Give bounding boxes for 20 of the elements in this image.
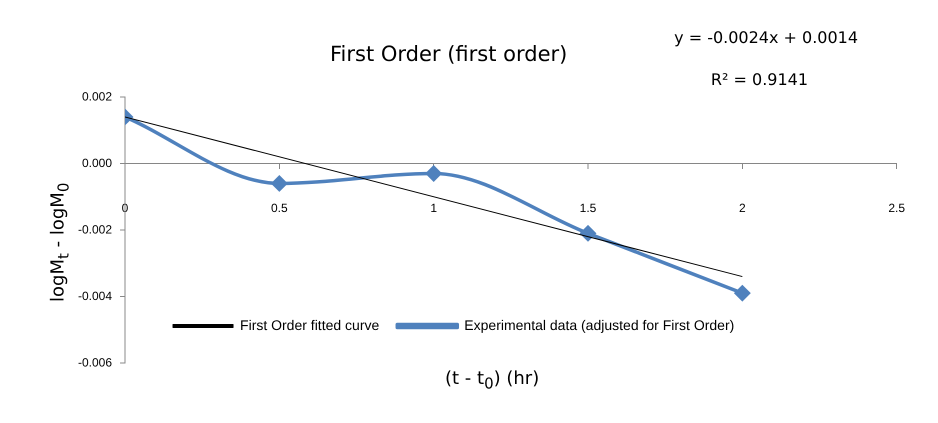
x-axis-title: (t - t$_{0}$) (hr) (445, 368, 540, 393)
x-tick-label: 0.5 (271, 201, 288, 216)
y-tick-label: 0.000 (82, 156, 112, 170)
chart-title: First Order (first order) (330, 42, 568, 66)
y-tick-label: 0.002 (82, 89, 112, 104)
point (580, 226, 596, 242)
legend-label: First Order fitted curve (240, 316, 380, 333)
text: R² = 0.9141 (710, 70, 808, 89)
point (426, 166, 442, 182)
y-tick-label: -0.006 (78, 355, 112, 370)
legend-label: Experimental data (adjusted for First Order) (464, 316, 734, 333)
point (272, 176, 288, 192)
y-tick-label: -0.002 (78, 222, 112, 236)
x-tick-label: 1.5 (580, 201, 597, 216)
point (734, 285, 750, 301)
x-tick-label: 1 (430, 201, 438, 216)
x-tick-label: 2 (738, 201, 746, 216)
text: y = -0.0024x + 0.0014 (674, 28, 858, 47)
x-tick-label: 2.5 (888, 201, 906, 216)
y-tick-label: -0.004 (78, 288, 112, 303)
